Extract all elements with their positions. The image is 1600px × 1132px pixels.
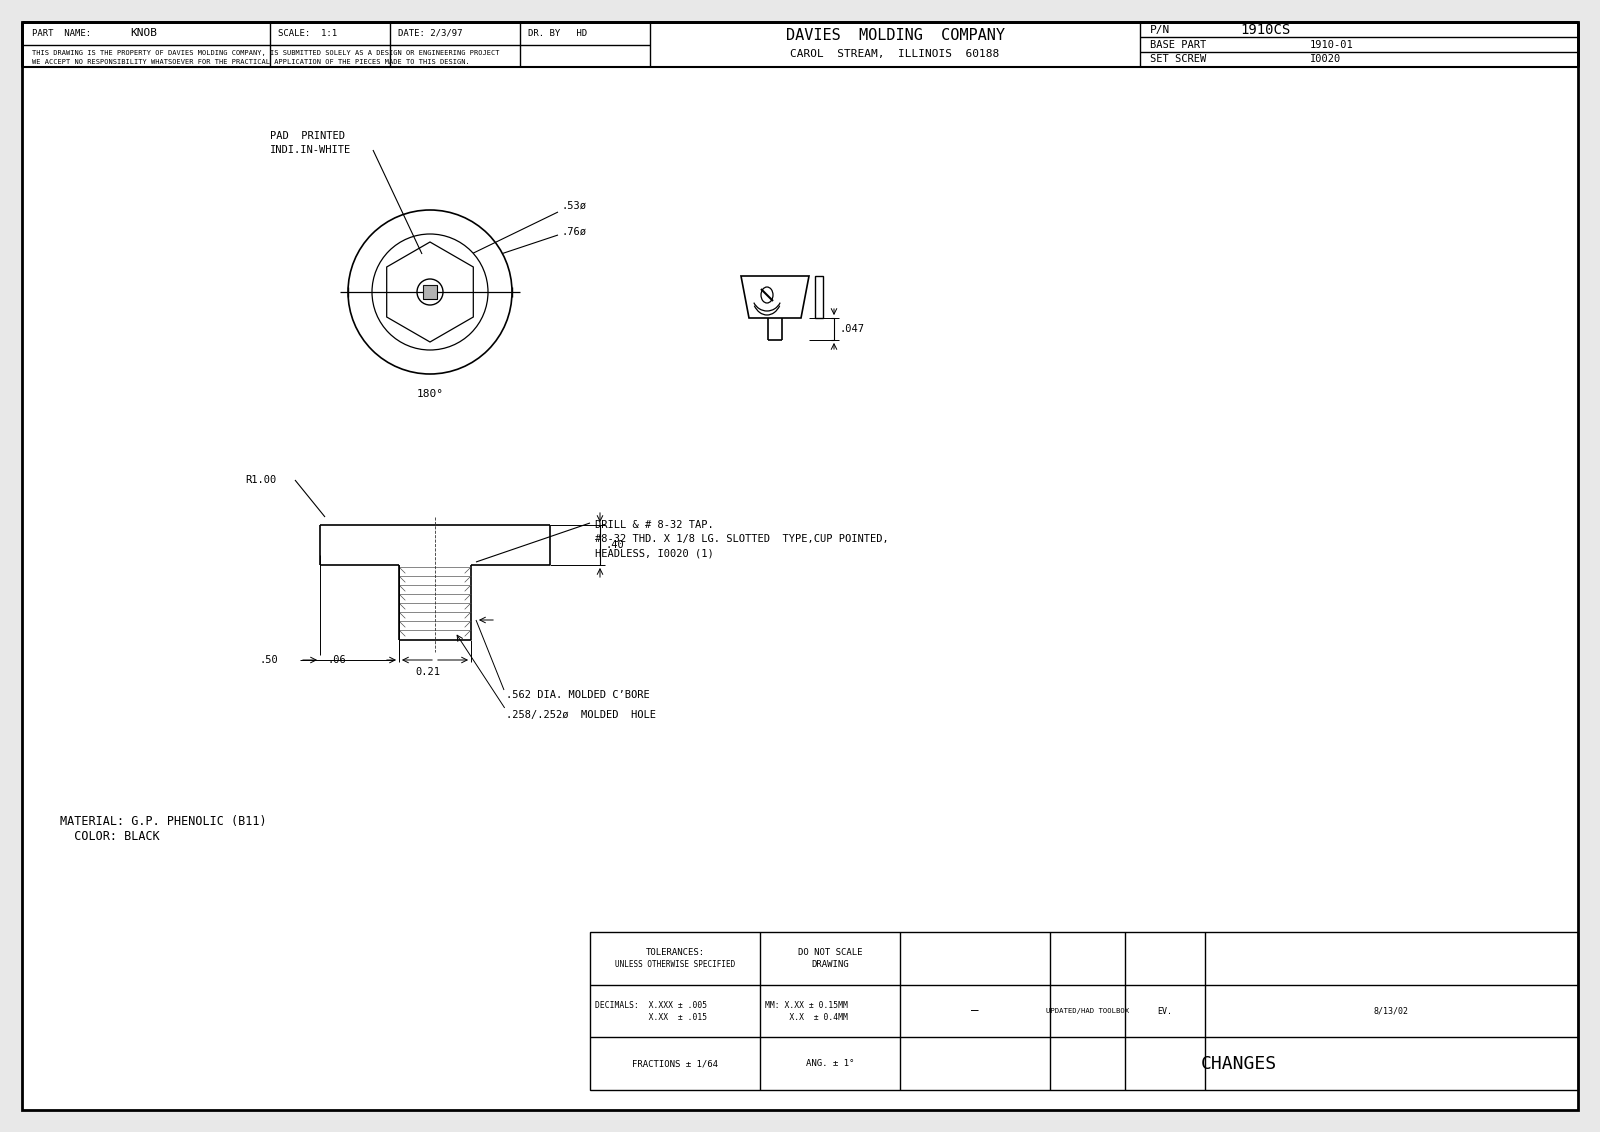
Text: PART  NAME:: PART NAME: bbox=[32, 28, 91, 37]
Text: P/N: P/N bbox=[1150, 25, 1170, 34]
Text: SCALE:  1:1: SCALE: 1:1 bbox=[278, 28, 338, 37]
Text: DR. BY   HD: DR. BY HD bbox=[528, 28, 587, 37]
Text: DRAWING: DRAWING bbox=[811, 960, 850, 969]
Text: WE ACCEPT NO RESPONSIBILITY WHATSOEVER FOR THE PRACTICAL APPLICATION OF THE PIEC: WE ACCEPT NO RESPONSIBILITY WHATSOEVER F… bbox=[32, 60, 470, 66]
Text: UNLESS OTHERWISE SPECIFIED: UNLESS OTHERWISE SPECIFIED bbox=[614, 960, 734, 969]
Text: DAVIES  MOLDING  COMPANY: DAVIES MOLDING COMPANY bbox=[786, 28, 1005, 43]
Text: MM: X.XX ± 0.15MM: MM: X.XX ± 0.15MM bbox=[765, 1001, 848, 1010]
Text: TOLERANCES:: TOLERANCES: bbox=[645, 947, 704, 957]
Text: FRACTIONS ± 1/64: FRACTIONS ± 1/64 bbox=[632, 1060, 718, 1069]
Bar bbox=[814, 276, 822, 318]
Text: UPDATED/HAD TOOLBOX: UPDATED/HAD TOOLBOX bbox=[1046, 1007, 1130, 1014]
Text: 180°: 180° bbox=[416, 389, 443, 398]
Text: .53ø: .53ø bbox=[562, 201, 587, 211]
Text: EV.: EV. bbox=[1157, 1006, 1173, 1015]
Text: ANG. ± 1°: ANG. ± 1° bbox=[806, 1060, 854, 1069]
Text: INDI.IN-WHITE: INDI.IN-WHITE bbox=[270, 145, 352, 155]
Text: –: – bbox=[971, 1004, 979, 1018]
Text: HEADLESS, I0020 (1): HEADLESS, I0020 (1) bbox=[595, 548, 714, 558]
Text: THIS DRAWING IS THE PROPERTY OF DAVIES MOLDING COMPANY, IS SUBMITTED SOLELY AS A: THIS DRAWING IS THE PROPERTY OF DAVIES M… bbox=[32, 50, 499, 55]
Text: DRILL & # 8-32 TAP.: DRILL & # 8-32 TAP. bbox=[595, 520, 714, 530]
Text: 1910-01: 1910-01 bbox=[1310, 40, 1354, 50]
Text: .047: .047 bbox=[838, 324, 864, 334]
Text: .40: .40 bbox=[606, 540, 624, 550]
Text: 8/13/02: 8/13/02 bbox=[1374, 1006, 1410, 1015]
Text: DO NOT SCALE: DO NOT SCALE bbox=[798, 947, 862, 957]
Text: I0020: I0020 bbox=[1310, 54, 1341, 65]
Text: 1910CS: 1910CS bbox=[1240, 23, 1290, 36]
Text: CAROL  STREAM,  ILLINOIS  60188: CAROL STREAM, ILLINOIS 60188 bbox=[790, 49, 1000, 59]
Text: .06: .06 bbox=[326, 655, 346, 664]
Bar bbox=[422, 285, 437, 299]
Text: KNOB: KNOB bbox=[130, 28, 157, 38]
Text: X.X  ± 0.4MM: X.X ± 0.4MM bbox=[765, 1012, 848, 1021]
Text: SET SCREW: SET SCREW bbox=[1150, 54, 1206, 65]
Text: #8-32 THD. X 1/8 LG. SLOTTED  TYPE,CUP POINTED,: #8-32 THD. X 1/8 LG. SLOTTED TYPE,CUP PO… bbox=[595, 534, 888, 544]
Text: .50: .50 bbox=[259, 655, 278, 664]
Text: PAD  PRINTED: PAD PRINTED bbox=[270, 131, 346, 142]
Text: COLOR: BLACK: COLOR: BLACK bbox=[61, 831, 160, 843]
Text: MATERIAL: G.P. PHENOLIC (B11): MATERIAL: G.P. PHENOLIC (B11) bbox=[61, 815, 267, 829]
Text: 0.21: 0.21 bbox=[414, 667, 440, 677]
Bar bbox=[590, 932, 1578, 1090]
Text: DATE: 2/3/97: DATE: 2/3/97 bbox=[398, 28, 462, 37]
Text: BASE PART: BASE PART bbox=[1150, 40, 1206, 50]
Text: DECIMALS:  X.XXX ± .005: DECIMALS: X.XXX ± .005 bbox=[595, 1001, 707, 1010]
Text: CHANGES: CHANGES bbox=[1202, 1055, 1277, 1073]
Text: .562 DIA. MOLDED C’BORE: .562 DIA. MOLDED C’BORE bbox=[506, 691, 650, 700]
Text: .76ø: .76ø bbox=[562, 228, 587, 237]
Text: R1.00: R1.00 bbox=[245, 475, 277, 484]
Text: X.XX  ± .015: X.XX ± .015 bbox=[595, 1012, 707, 1021]
Text: .258/.252ø  MOLDED  HOLE: .258/.252ø MOLDED HOLE bbox=[506, 710, 656, 720]
